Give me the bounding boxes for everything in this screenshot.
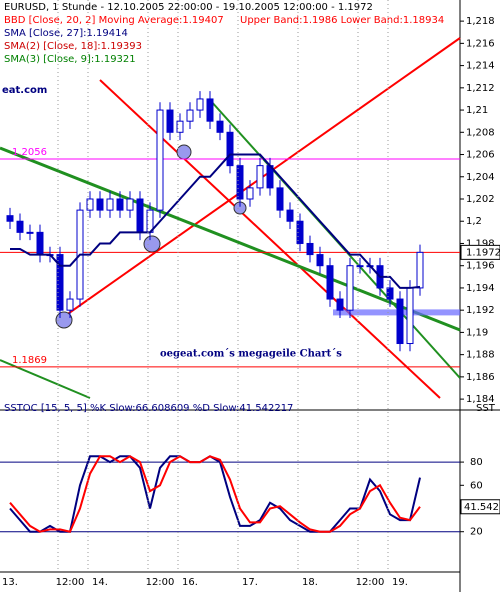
- candle-body: [6, 215, 14, 222]
- candle-body: [186, 109, 194, 122]
- candle-body: [116, 198, 124, 211]
- candle-body: [296, 220, 304, 244]
- price-marker-label: 1.1972: [466, 247, 500, 258]
- candle-body: [216, 120, 224, 133]
- annotation: SMA(2) [Close, 18]:1.19393: [4, 41, 142, 52]
- watermark: eat.com: [2, 85, 47, 96]
- candle-body: [236, 165, 244, 200]
- candle-body: [356, 265, 364, 268]
- candle-body: [246, 187, 254, 200]
- annotation: oegeat.com´s megageile Chart´s: [160, 349, 342, 360]
- y-tick-label: 1,212: [466, 83, 495, 94]
- candle-body: [176, 120, 184, 133]
- y-tick-label: 1,21: [466, 105, 488, 116]
- candle-body: [256, 165, 264, 189]
- annotation: BBD [Close, 20, 2] Moving Average:1.1940…: [4, 15, 224, 26]
- y-tick-label: 60: [470, 480, 483, 491]
- candle-body: [86, 198, 94, 211]
- y-tick-label: 1,214: [466, 61, 495, 72]
- series-line: [9, 455, 421, 533]
- y-tick-label: 80: [470, 457, 483, 468]
- y-tick-label: 1,188: [466, 350, 495, 361]
- y-tick-label: 1,208: [466, 127, 495, 138]
- y-tick-label: 1,196: [466, 261, 495, 272]
- candle-body: [306, 242, 314, 256]
- value-marker: [460, 499, 500, 515]
- y-tick-label: 1,19: [466, 327, 488, 338]
- y-tick-label: 1,192: [466, 305, 495, 316]
- candle-body: [416, 251, 424, 289]
- y-tick-label: 1,216: [466, 38, 495, 49]
- x-tick-label: 19.: [392, 577, 408, 588]
- candle-body: [406, 287, 414, 345]
- level-label: 1.1869: [12, 355, 47, 366]
- series-line: [10, 153, 421, 289]
- y-tick-label: 1,198: [466, 238, 495, 249]
- chart-title: EURUSD, 1 Stunde - 12.10.2005 22:00:00 -…: [4, 2, 373, 13]
- y-tick-label: 1,184: [466, 394, 495, 405]
- x-tick-label: 13.: [2, 577, 18, 588]
- x-tick-label: 17.: [242, 577, 258, 588]
- x-tick-label: 12:00: [356, 577, 385, 588]
- y-tick-label: 1,206: [466, 150, 495, 161]
- candle-body: [336, 298, 344, 311]
- candle-body: [196, 98, 204, 111]
- y-tick-label: 1,2: [466, 216, 482, 227]
- candle-body: [136, 198, 144, 233]
- y-tick-label: 1,204: [466, 172, 495, 183]
- candle-body: [286, 209, 294, 222]
- candle-body: [206, 98, 214, 122]
- y-tick-label: 1,218: [466, 16, 495, 27]
- chart-title: SSTOC [15, 5, 5] %K Slow:66.608609 %D Sl…: [4, 403, 293, 414]
- trend-line: [0, 146, 461, 332]
- series-line: [9, 455, 421, 533]
- candle-body: [386, 287, 394, 300]
- marker-circle: [176, 144, 192, 160]
- candle-body: [56, 254, 64, 311]
- candle-body: [396, 298, 404, 345]
- candle-body: [316, 254, 324, 267]
- candle-body: [96, 198, 104, 211]
- candle-body: [326, 265, 334, 300]
- marker-circle: [143, 235, 161, 253]
- y-tick-label: 1,194: [466, 283, 495, 294]
- price-marker: [460, 244, 500, 260]
- axis-title: SST: [476, 403, 496, 414]
- candle-body: [126, 198, 134, 211]
- y-tick-label: 20: [470, 527, 483, 538]
- value-marker-label: 41.542: [464, 502, 499, 513]
- candle-body: [106, 198, 114, 211]
- legend-entry: SMA [Close, 27]:1.19414: [4, 28, 128, 39]
- y-tick-label: 1,186: [466, 372, 495, 383]
- candle-body: [16, 220, 24, 233]
- x-tick-label: 14.: [92, 577, 108, 588]
- trend-line: [0, 359, 91, 399]
- candle-body: [346, 265, 354, 311]
- candle-body: [156, 109, 164, 211]
- x-tick-label: 12:00: [146, 577, 175, 588]
- y-tick-label: 1,202: [466, 194, 495, 205]
- candle-body: [166, 109, 174, 133]
- candle-body: [26, 231, 34, 234]
- candle-body: [66, 298, 74, 311]
- candle-body: [226, 131, 234, 167]
- level-label: 1.2056: [12, 147, 47, 158]
- annotation: SMA(3) [Close, 9]:1.19321: [4, 54, 136, 65]
- candle-body: [276, 187, 284, 211]
- candle-body: [36, 231, 44, 256]
- annotation: Upper Band:1.1986 Lower Band:1.18934: [240, 15, 444, 26]
- x-tick-label: 12:00: [56, 577, 85, 588]
- x-tick-label: 18.: [302, 577, 318, 588]
- x-tick-label: 16.: [182, 577, 198, 588]
